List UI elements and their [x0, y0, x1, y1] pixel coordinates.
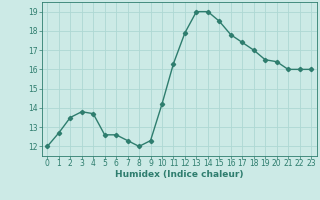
X-axis label: Humidex (Indice chaleur): Humidex (Indice chaleur) [115, 170, 244, 179]
